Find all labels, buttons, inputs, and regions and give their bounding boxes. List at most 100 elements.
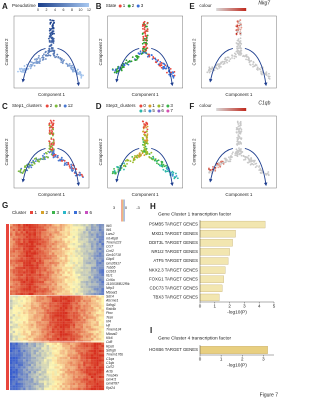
heatmap-cell bbox=[12, 352, 16, 355]
heatmap-cell bbox=[64, 302, 68, 305]
heatmap-cell bbox=[17, 290, 21, 293]
cell-point bbox=[209, 67, 212, 70]
heatmap-cell bbox=[17, 250, 21, 253]
heatmap-cell bbox=[88, 226, 92, 229]
heatmap-cell bbox=[72, 259, 76, 263]
heatmap-cell bbox=[88, 228, 92, 232]
heatmap-cell bbox=[96, 359, 99, 362]
heatmap-cell bbox=[49, 271, 52, 274]
heatmap-cell bbox=[75, 373, 78, 376]
cell-point bbox=[72, 167, 75, 170]
cell-point bbox=[51, 38, 54, 41]
heatmap-cell bbox=[54, 226, 58, 229]
heatmap-cell bbox=[72, 307, 76, 310]
heatmap-cell bbox=[72, 238, 76, 241]
cell-point bbox=[226, 61, 229, 64]
heatmap-cell bbox=[49, 373, 52, 376]
heatmap-cell bbox=[33, 299, 37, 303]
heatmap-cell bbox=[93, 330, 97, 334]
heatmap-cell bbox=[17, 316, 21, 319]
heatmap-cell bbox=[17, 235, 21, 239]
heatmap-cell bbox=[101, 276, 105, 279]
cell-point bbox=[30, 161, 33, 164]
heatmap-cell bbox=[51, 252, 55, 255]
heatmap-cell bbox=[23, 378, 26, 381]
cell-point bbox=[81, 175, 84, 178]
cell-point bbox=[169, 67, 172, 70]
heatmap-cell bbox=[67, 299, 71, 303]
heatmap-cell bbox=[17, 271, 21, 274]
cell-point bbox=[34, 160, 37, 163]
heatmap-cell bbox=[36, 363, 39, 367]
heatmap-cell bbox=[15, 299, 18, 303]
gene-label: Gm26917 bbox=[106, 261, 121, 265]
heatmap-cell bbox=[10, 269, 13, 272]
heatmap-cell bbox=[83, 302, 86, 305]
cell-point bbox=[142, 51, 145, 54]
heatmap-cell bbox=[46, 252, 50, 255]
heatmap-cell bbox=[75, 359, 78, 362]
heatmap-cell bbox=[49, 361, 52, 365]
heatmap-cell bbox=[59, 373, 63, 376]
heatmap-cell bbox=[38, 304, 42, 308]
heatmap-cell bbox=[64, 333, 68, 336]
heatmap-cell bbox=[25, 321, 29, 324]
heatmap-cell bbox=[83, 349, 86, 353]
gene-label: Tesk bbox=[106, 315, 113, 319]
heatmap-cell bbox=[17, 224, 21, 227]
heatmap-cell bbox=[43, 273, 47, 277]
cell-point bbox=[239, 132, 242, 135]
cell-point bbox=[144, 134, 147, 137]
gene-label: Cd8 bbox=[106, 340, 112, 344]
heatmap-cell bbox=[83, 261, 86, 265]
heatmap-cell bbox=[83, 235, 86, 239]
heatmap-cell bbox=[67, 288, 71, 291]
heatmap-cell bbox=[54, 373, 58, 376]
cell-point bbox=[235, 55, 238, 58]
heatmap-cell bbox=[36, 344, 39, 348]
cell-point bbox=[145, 44, 148, 47]
gene-label: Actb bbox=[105, 369, 113, 373]
heatmap-cell bbox=[49, 238, 52, 241]
heatmap-cell bbox=[90, 250, 94, 253]
gene-label: Tmem223 bbox=[106, 241, 121, 245]
cell-point bbox=[146, 28, 149, 31]
legend-title: Pseudotime bbox=[12, 3, 36, 8]
heatmap-cell bbox=[64, 264, 68, 267]
heatmap-cell bbox=[25, 382, 29, 386]
heatmap-cell bbox=[54, 361, 58, 365]
heatmap-cell bbox=[15, 261, 18, 265]
heatmap-cell bbox=[77, 375, 81, 379]
heatmap-cell bbox=[96, 254, 99, 258]
heatmap-cell bbox=[51, 254, 55, 258]
heatmap-cell bbox=[67, 361, 71, 365]
heatmap-cell bbox=[85, 356, 89, 360]
cell-point bbox=[158, 64, 161, 67]
cell-point bbox=[162, 62, 165, 65]
heatmap-cell bbox=[96, 238, 99, 241]
heatmap-cell bbox=[25, 325, 29, 329]
cell-point bbox=[239, 49, 242, 52]
heatmap-cell bbox=[10, 238, 13, 241]
heatmap-cell bbox=[38, 354, 42, 357]
heatmap-cell bbox=[80, 309, 84, 312]
heatmap-cell bbox=[70, 245, 73, 248]
heatmap-cell bbox=[72, 328, 76, 331]
heatmap-cell bbox=[20, 333, 24, 336]
heatmap-cell bbox=[80, 264, 84, 267]
trajectory-arrow bbox=[57, 147, 81, 187]
heatmap-cell bbox=[57, 356, 60, 360]
gene-label: Tmsb4x bbox=[106, 373, 118, 377]
heatmap-cell bbox=[70, 302, 73, 305]
colorbar-tick: 0 bbox=[125, 205, 128, 210]
heatmap-cell bbox=[57, 240, 60, 244]
heatmap-cell bbox=[20, 321, 24, 324]
heatmap-cell bbox=[101, 247, 105, 251]
heatmap-cell bbox=[88, 366, 92, 369]
heatmap-cell bbox=[10, 321, 13, 324]
cell-point bbox=[146, 34, 149, 37]
heatmap-cell bbox=[15, 247, 18, 251]
heatmap-cell bbox=[43, 299, 47, 303]
heatmap-cell bbox=[88, 292, 92, 296]
heatmap-cell bbox=[64, 344, 68, 348]
